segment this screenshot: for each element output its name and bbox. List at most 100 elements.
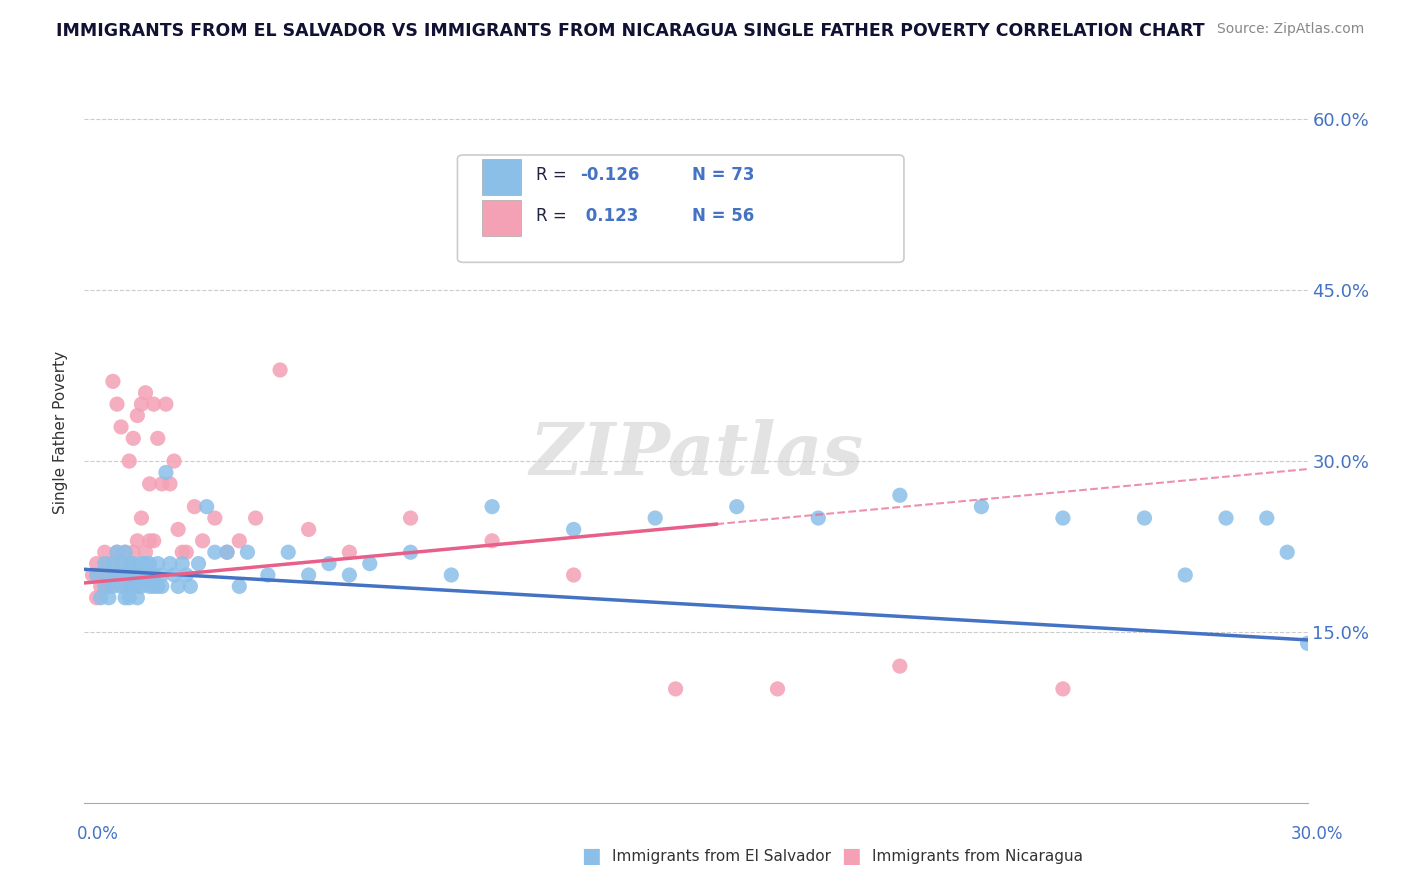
Point [118, 579, 141, 593]
Point [807, 511, 830, 525]
Point [127, 409, 149, 423]
Text: 0.0%: 0.0% [77, 825, 120, 843]
Point [138, 533, 160, 548]
Point [644, 511, 666, 525]
Point [146, 557, 169, 571]
Point [93, 557, 115, 571]
Point [1256, 511, 1278, 525]
Point [127, 568, 149, 582]
Point [191, 533, 214, 548]
Point [131, 568, 153, 582]
Point [150, 579, 173, 593]
Point [97, 557, 120, 571]
Point [101, 375, 124, 389]
Point [138, 557, 160, 571]
Point [269, 363, 291, 377]
Point [142, 397, 165, 411]
Point [1052, 511, 1074, 525]
FancyBboxPatch shape [482, 160, 522, 195]
Point [167, 523, 190, 537]
Point [359, 557, 381, 571]
Point [82, 568, 104, 582]
Point [105, 568, 128, 582]
Text: ■: ■ [841, 847, 860, 866]
Text: R =: R = [536, 207, 572, 225]
Point [339, 568, 361, 582]
Point [105, 545, 128, 559]
Point [970, 500, 993, 514]
Point [118, 591, 141, 605]
Point [725, 500, 748, 514]
Point [86, 591, 108, 605]
Point [183, 500, 205, 514]
Point [889, 659, 911, 673]
Point [150, 476, 173, 491]
Point [217, 545, 239, 559]
Point [90, 568, 112, 582]
Point [163, 454, 186, 468]
Point [135, 568, 157, 582]
Y-axis label: Single Father Poverty: Single Father Poverty [53, 351, 69, 514]
Point [114, 568, 136, 582]
Point [562, 568, 585, 582]
Text: Immigrants from Nicaragua: Immigrants from Nicaragua [872, 849, 1083, 863]
Point [159, 557, 181, 571]
Point [172, 545, 194, 559]
Point [399, 511, 422, 525]
Point [114, 591, 136, 605]
Point [90, 591, 112, 605]
Point [1133, 511, 1156, 525]
Point [155, 466, 177, 480]
Point [122, 579, 145, 593]
Point [142, 568, 165, 582]
Point [245, 511, 267, 525]
Point [155, 397, 177, 411]
Point [90, 579, 112, 593]
Point [131, 397, 153, 411]
Point [110, 420, 132, 434]
Point [1296, 636, 1319, 650]
Text: N = 73: N = 73 [692, 166, 755, 184]
Point [114, 568, 136, 582]
Point [481, 533, 503, 548]
Point [236, 545, 259, 559]
Point [159, 476, 181, 491]
Point [97, 579, 120, 593]
Point [118, 557, 141, 571]
Point [86, 557, 108, 571]
Point [150, 568, 173, 582]
Text: Immigrants from El Salvador: Immigrants from El Salvador [612, 849, 831, 863]
Point [138, 476, 160, 491]
Point [142, 579, 165, 593]
Point [142, 533, 165, 548]
Point [135, 385, 157, 400]
Point [481, 500, 503, 514]
Point [93, 568, 115, 582]
Point [101, 579, 124, 593]
Point [131, 557, 153, 571]
Point [127, 591, 149, 605]
Text: ■: ■ [581, 847, 600, 866]
Point [339, 545, 361, 559]
Point [174, 568, 197, 582]
Point [204, 545, 226, 559]
Point [146, 579, 169, 593]
Point [228, 533, 250, 548]
Point [135, 545, 157, 559]
Point [167, 579, 190, 593]
Point [195, 500, 218, 514]
Point [114, 579, 136, 593]
Point [228, 579, 250, 593]
Text: 0.123: 0.123 [579, 207, 638, 225]
Text: N = 56: N = 56 [692, 207, 755, 225]
Point [298, 523, 321, 537]
Point [131, 579, 153, 593]
Point [97, 591, 120, 605]
FancyBboxPatch shape [457, 155, 904, 262]
Point [179, 579, 201, 593]
Point [131, 511, 153, 525]
Point [110, 557, 132, 571]
Point [146, 431, 169, 445]
Point [399, 545, 422, 559]
Point [122, 568, 145, 582]
